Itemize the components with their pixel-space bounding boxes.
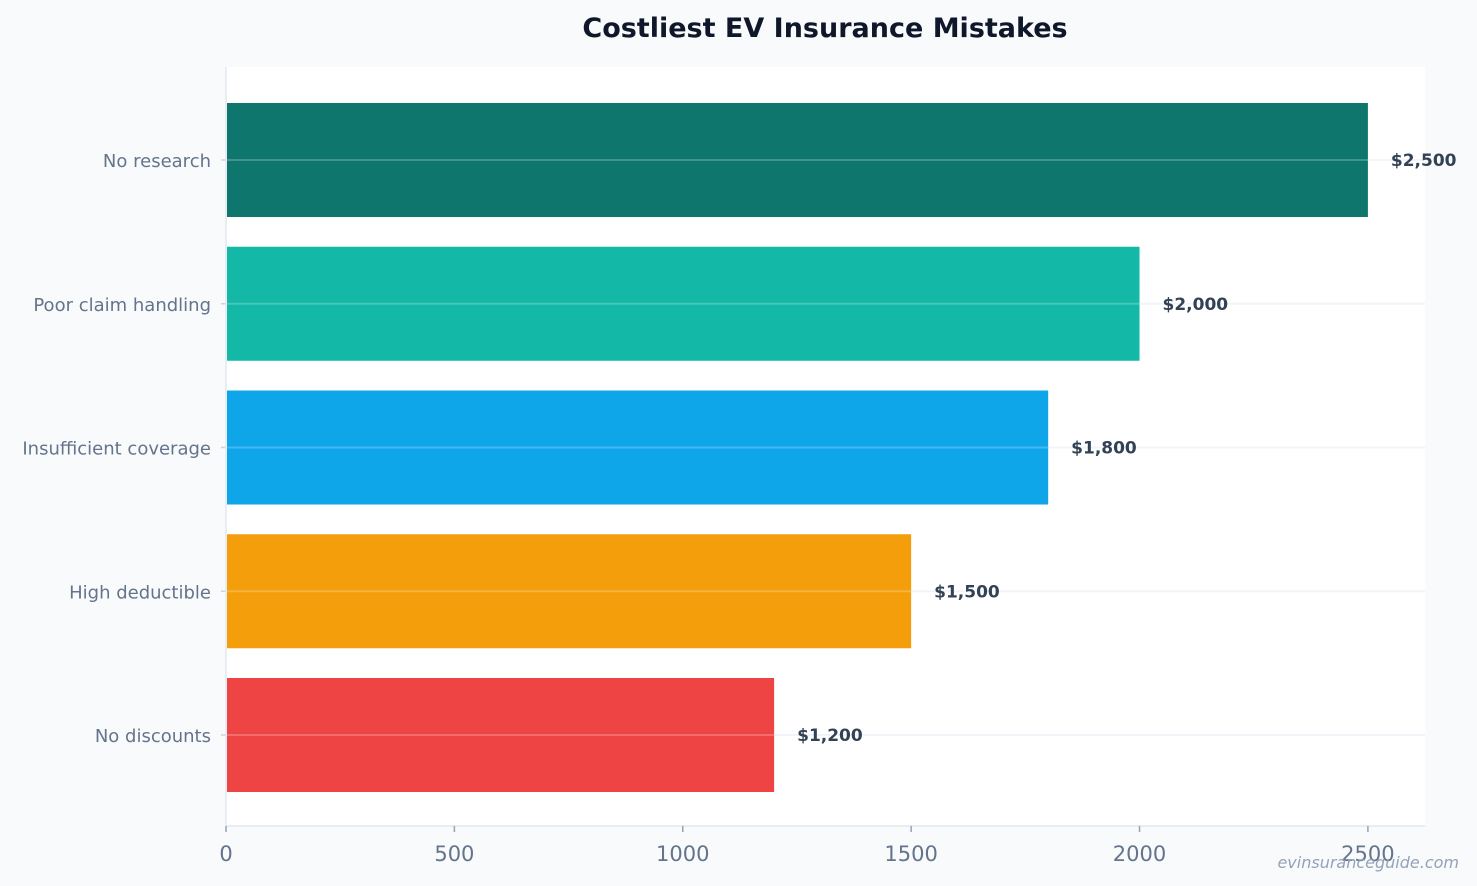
bar <box>227 678 775 792</box>
bar <box>227 390 1049 505</box>
watermark: evinsuranceguide.com <box>1277 853 1459 872</box>
category-label: No discounts <box>95 726 211 747</box>
bar-gridlines <box>226 159 1368 736</box>
chart-title: Costliest EV Insurance Mistakes <box>582 13 1067 44</box>
labels: No research $2,500 Poor claim handling $2,0… <box>22 151 1456 866</box>
x-tick-label: 500 <box>434 842 474 866</box>
x-tick-label: 2000 <box>1113 842 1166 866</box>
bar <box>227 534 912 649</box>
axes <box>221 67 1425 832</box>
x-tick-label: 1000 <box>656 842 709 866</box>
data-label: $2,000 <box>1163 295 1229 315</box>
category-label: Insufficient coverage <box>22 439 211 460</box>
data-label: $1,200 <box>797 726 863 746</box>
x-tick-label: 1500 <box>884 842 937 866</box>
category-label: No research <box>103 151 211 172</box>
category-label: High deductible <box>69 582 211 603</box>
bar <box>227 103 1368 217</box>
data-label: $1,500 <box>934 582 1000 602</box>
bars <box>227 103 1368 792</box>
data-label: $2,500 <box>1391 151 1457 171</box>
bar <box>227 246 1140 361</box>
data-label: $1,800 <box>1071 439 1137 459</box>
x-tick-label: 0 <box>219 842 232 866</box>
x-tick-label: 2500 <box>1341 842 1394 866</box>
category-label: Poor claim handling <box>33 295 211 316</box>
